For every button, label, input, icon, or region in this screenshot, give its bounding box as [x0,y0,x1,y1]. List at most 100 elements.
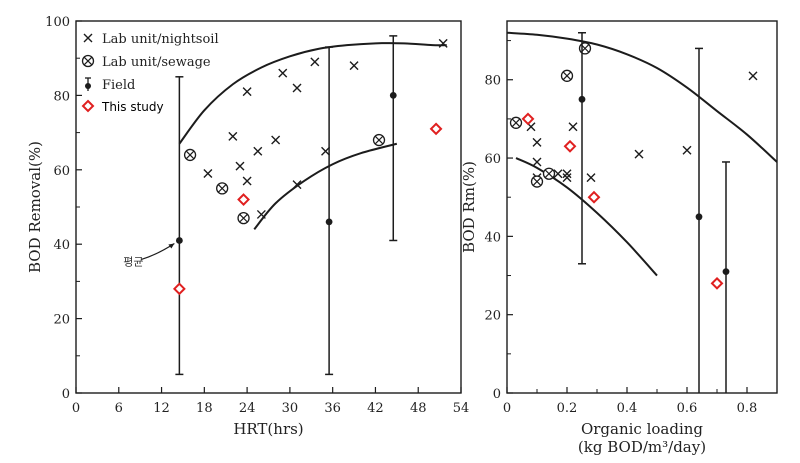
legend-marker-diamond [81,99,95,113]
panel1-xtick-label: 36 [324,401,341,416]
panel2-point-cross [562,71,572,80]
panel2-ylabel: BOD Rm(%) [460,161,478,253]
legend-field-dot [85,83,91,89]
panel1-point [242,176,252,186]
legend-label: This study [101,100,164,114]
panel1-ytick-label: 60 [53,164,70,179]
panel1-xlabel: HRT(hrs) [233,420,303,438]
panel2-frame [506,20,778,394]
panel2-series-x [526,71,758,183]
panel1-point [271,135,281,145]
panel2-point-cross [511,118,521,127]
panel1-point-cross [186,150,195,159]
panel2-point [586,173,596,183]
panel1-ytick-label: 40 [53,238,70,253]
panel1-point [203,169,213,179]
panel1-xtick-label: 0 [72,401,80,416]
panel1-series-diamond [172,122,443,296]
panel1-point-cross [218,184,227,193]
panel1-xtick-label: 30 [282,401,299,416]
panel1-xtick-label: 42 [367,401,384,416]
panel1-point [349,61,359,71]
panel1-point [228,131,238,141]
panel1-point [325,218,333,226]
panel2-point [530,175,544,188]
panel2-point [562,169,572,179]
panel1-point [321,146,331,156]
panel1-point [372,133,386,147]
panel1-point [292,83,302,93]
panel1-point [242,87,252,97]
panel2-ytick-label: 60 [484,152,501,167]
panel2-xtick-label: 0.6 [677,401,698,416]
panel1-chart: 0 6 12 18 24 30 36 42 48 54 0 20 40 60 80 100 HRT(hrs) BO… [26,15,469,438]
panel2-series-dot-errorbar [578,31,730,393]
panel2-point [578,95,586,103]
panel1-xtick-label: 48 [410,401,427,416]
panel1-point [310,57,320,67]
legend-label: Lab unit/sewage [102,55,211,70]
panel2-ytick-label: 0 [493,387,501,402]
panel2-chart: 0 0.2 0.4 0.6 0.8 0 20 40 60 80 Organic loading(kg… [460,20,778,456]
panel1-ytick-label: 0 [62,387,70,402]
panel1-annotation-arrow [141,242,175,261]
panel2-ytick-label: 20 [484,309,501,324]
panel1-ytick-label: 80 [53,89,70,104]
panel1-xtick-label: 6 [115,401,123,416]
panel2-point [553,169,563,179]
panel2-curve-upper [507,31,777,163]
panel1-point-cross [239,214,248,223]
legend-marker-x [83,33,93,43]
panel1-point [278,68,288,78]
panel1-series-circled-x [183,133,386,225]
panel2-point-cross [544,169,554,178]
panel1-frame [75,20,462,394]
panel1-point [172,282,186,296]
panel1-xtick-label: 24 [239,401,256,416]
panel2-series-circled-x [509,42,592,188]
panel1-point [292,180,302,190]
panel2-point [578,42,592,55]
panel2-point [532,137,542,147]
panel1-point [253,146,263,156]
panel2-point [532,157,542,167]
panel2-xtick-label: 0.4 [617,401,638,416]
panel1-annotation: 평균 [123,255,143,268]
panel1-point [175,237,183,244]
panel1-xtick-label: 12 [153,401,170,416]
panel1-point [429,122,443,136]
panel1-ylabel: BOD Removal(%) [26,141,44,273]
panel2-point [568,122,578,132]
panel1-xtick-label: 54 [453,401,470,416]
panel2-xtick-label: 0.8 [737,401,758,416]
panel1-curve-lower [253,142,398,230]
panel1-point [183,148,197,162]
panel2-xtick-label: 0 [503,401,511,416]
panel2-point [560,69,574,82]
panel1-point [235,161,245,171]
legend-marker-circled-x-cross [83,56,93,66]
panel2-point [722,268,730,276]
panel1-point [389,92,397,99]
panel2-point-cross [532,177,542,186]
panel1-series-dot-errorbar [175,35,398,376]
panel1-point-cross [374,136,384,145]
panel2-point [521,112,535,126]
panel1-xtick-label: 18 [196,401,213,416]
panel2-point [563,139,577,153]
panel1-ytick-label: 100 [45,15,70,30]
panel2-point [542,167,556,180]
panel1-point [237,212,250,225]
legend: Lab unit/nightsoil Lab unit/sewage Field Th… [81,32,219,114]
panel2-xlabel-units: (kg BOD/m³/day) [578,438,706,456]
panel1-series-x [203,38,448,219]
panel1-point [237,193,250,206]
panel2-point [509,116,523,129]
panel2-ytick-label: 40 [484,230,501,245]
panel2-ytick-label: 80 [484,74,501,89]
legend-label: Lab unit/nightsoil [102,32,219,47]
panel2-point [587,190,601,204]
panel1-point [216,182,229,195]
panel1-point [256,209,266,219]
panel2-point [682,145,692,155]
